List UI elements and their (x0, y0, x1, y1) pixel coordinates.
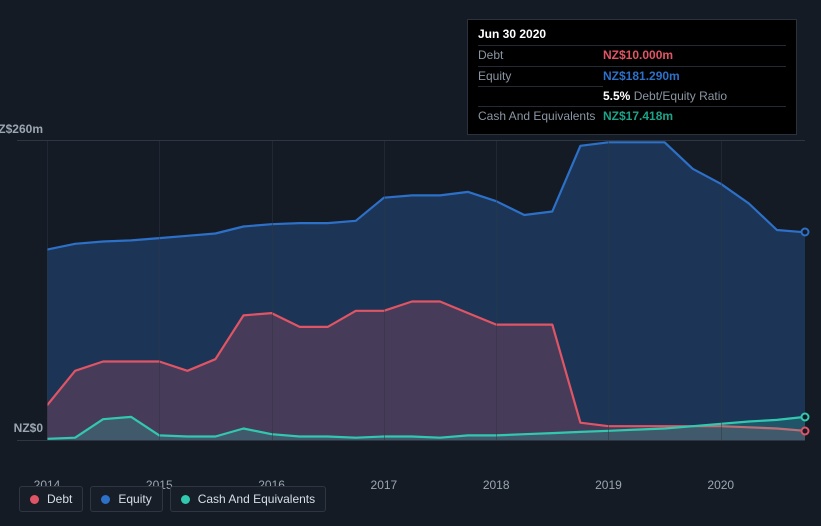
x-gridline (608, 140, 609, 440)
legend-label-equity: Equity (118, 492, 151, 506)
y-axis-label-zero: NZ$0 (0, 421, 43, 435)
plot-area (47, 140, 805, 440)
x-axis-tick: 2017 (371, 478, 398, 492)
end-marker-cash (801, 412, 810, 421)
tooltip-ratio-pad (478, 87, 603, 107)
x-gridline (159, 140, 160, 440)
end-marker-debt (801, 426, 810, 435)
tooltip-row-value-cash: NZ$17.418m (603, 107, 786, 127)
x-axis-tick: 2020 (707, 478, 734, 492)
financial-history-chart: NZ$260m NZ$0 201420152016201720182019202… (0, 0, 821, 526)
tooltip-row-value-equity: NZ$181.290m (603, 66, 786, 86)
tooltip-row-label-equity: Equity (478, 66, 603, 86)
legend-label-debt: Debt (47, 492, 72, 506)
tooltip-table: Debt NZ$10.000m Equity NZ$181.290m 5.5% … (478, 45, 786, 126)
chart-tooltip: Jun 30 2020 Debt NZ$10.000m Equity NZ$18… (467, 19, 797, 135)
x-gridline (496, 140, 497, 440)
tooltip-ratio: 5.5% Debt/Equity Ratio (603, 87, 786, 107)
x-gridline (47, 140, 48, 440)
tooltip-row-label-debt: Debt (478, 46, 603, 66)
legend-item-debt[interactable]: Debt (19, 486, 83, 512)
x-axis-tick: 2018 (483, 478, 510, 492)
legend: Debt Equity Cash And Equivalents (19, 486, 326, 512)
end-marker-equity (801, 228, 810, 237)
legend-dot-cash (181, 495, 190, 504)
y-axis-label-max: NZ$260m (0, 122, 43, 136)
x-gridline (272, 140, 273, 440)
tooltip-ratio-label: Debt/Equity Ratio (634, 89, 727, 103)
legend-dot-equity (101, 495, 110, 504)
legend-label-cash: Cash And Equivalents (198, 492, 315, 506)
tooltip-date: Jun 30 2020 (478, 26, 786, 43)
legend-item-equity[interactable]: Equity (90, 486, 162, 512)
tooltip-row-label-cash: Cash And Equivalents (478, 107, 603, 127)
x-gridline (384, 140, 385, 440)
y-gridline-zero (17, 440, 805, 441)
legend-dot-debt (30, 495, 39, 504)
legend-item-cash[interactable]: Cash And Equivalents (170, 486, 326, 512)
x-gridline (721, 140, 722, 440)
tooltip-ratio-pct: 5.5% (603, 89, 630, 103)
tooltip-row-value-debt: NZ$10.000m (603, 46, 786, 66)
x-axis-tick: 2019 (595, 478, 622, 492)
